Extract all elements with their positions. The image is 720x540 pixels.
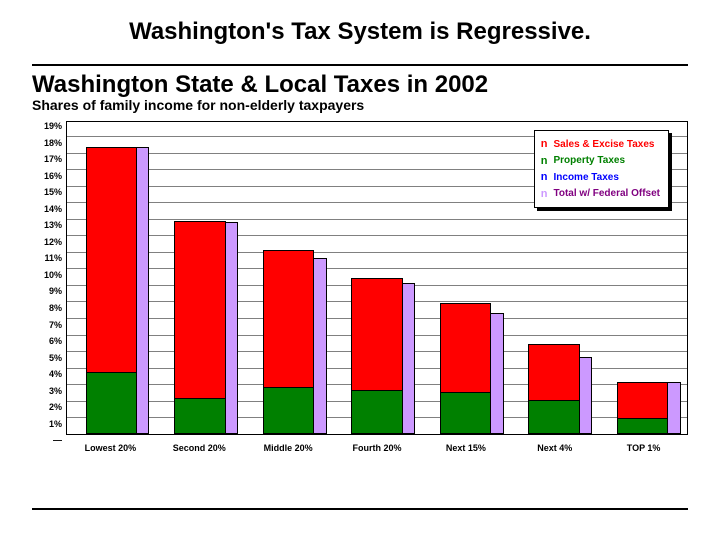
bar-segment-sales_excise: [617, 382, 668, 418]
y-tick: 1%: [32, 419, 62, 429]
y-tick: 18%: [32, 138, 62, 148]
bar-segment-sales_excise: [528, 344, 579, 400]
y-tick: 3%: [32, 386, 62, 396]
x-tick: Next 15%: [421, 439, 510, 461]
y-tick: 4%: [32, 369, 62, 379]
y-tick: 16%: [32, 171, 62, 181]
y-tick: 8%: [32, 303, 62, 313]
x-axis: Lowest 20%Second 20%Middle 20%Fourth 20%…: [66, 439, 688, 461]
y-tick: 9%: [32, 286, 62, 296]
chart-title: Washington State & Local Taxes in 2002: [32, 72, 688, 97]
x-tick: TOP 1%: [599, 439, 688, 461]
plot-area: n Sales & Excise Taxes n Property Taxes n Inc…: [66, 121, 688, 435]
x-tick: Fourth 20%: [333, 439, 422, 461]
chart-subtitle: Shares of family income for non-elderly …: [32, 97, 688, 113]
main-title: Washington's Tax System is Regressive.: [32, 18, 688, 46]
bar-segment-sales_excise: [174, 221, 225, 398]
bar-segment-property: [351, 390, 402, 434]
stacked-bar: [86, 147, 137, 434]
bar-group: [244, 122, 333, 434]
legend-label: Property Taxes: [554, 153, 626, 168]
bar-segment-property: [440, 392, 491, 435]
bar-segment-sales_excise: [86, 147, 137, 372]
x-tick: Second 20%: [155, 439, 244, 461]
bar-segment-sales_excise: [440, 303, 491, 392]
stacked-bar: [440, 303, 491, 434]
legend-marker-icon: n: [541, 186, 548, 203]
legend-marker-icon: n: [541, 169, 548, 186]
bar-segment-property: [528, 400, 579, 434]
stacked-bar: [263, 250, 314, 434]
y-tick: —: [32, 435, 62, 445]
y-tick: 13%: [32, 220, 62, 230]
stacked-bar: [617, 382, 668, 435]
x-tick: Lowest 20%: [66, 439, 155, 461]
slide: Washington's Tax System is Regressive. W…: [0, 0, 720, 540]
legend-label: Total w/ Federal Offset: [554, 186, 661, 201]
legend-item: n Property Taxes: [541, 153, 660, 170]
y-tick: 17%: [32, 154, 62, 164]
legend-label: Sales & Excise Taxes: [554, 137, 655, 152]
legend-marker-icon: n: [541, 153, 548, 170]
bar-group: [333, 122, 422, 434]
bar-group: [156, 122, 245, 434]
bar-segment-property: [174, 398, 225, 434]
stacked-bar: [174, 221, 225, 434]
legend-item: n Sales & Excise Taxes: [541, 136, 660, 153]
y-tick: 7%: [32, 320, 62, 330]
legend-item: n Income Taxes: [541, 169, 660, 186]
legend-marker-icon: n: [541, 136, 548, 153]
y-tick: 12%: [32, 237, 62, 247]
x-tick: Middle 20%: [244, 439, 333, 461]
stacked-bar: [351, 278, 402, 434]
bar-group: [421, 122, 510, 434]
legend-item: n Total w/ Federal Offset: [541, 186, 660, 203]
bar-segment-property: [263, 387, 314, 435]
divider-top: [32, 64, 688, 66]
chart: n Sales & Excise Taxes n Property Taxes n Inc…: [32, 121, 688, 461]
y-tick: 11%: [32, 253, 62, 263]
bar-segment-sales_excise: [351, 278, 402, 390]
y-tick: 15%: [32, 187, 62, 197]
y-tick: 2%: [32, 402, 62, 412]
bar-segment-sales_excise: [263, 250, 314, 386]
bar-segment-property: [86, 372, 137, 434]
y-tick: 10%: [32, 270, 62, 280]
bar-group: [67, 122, 156, 434]
legend: n Sales & Excise Taxes n Property Taxes n Inc…: [534, 130, 669, 208]
y-tick: 19%: [32, 121, 62, 131]
y-tick: 5%: [32, 353, 62, 363]
y-tick: 6%: [32, 336, 62, 346]
bar-segment-property: [617, 418, 668, 434]
x-tick: Next 4%: [510, 439, 599, 461]
stacked-bar: [528, 344, 579, 434]
divider-bottom: [32, 508, 688, 510]
y-tick: 14%: [32, 204, 62, 214]
legend-label: Income Taxes: [554, 170, 619, 185]
